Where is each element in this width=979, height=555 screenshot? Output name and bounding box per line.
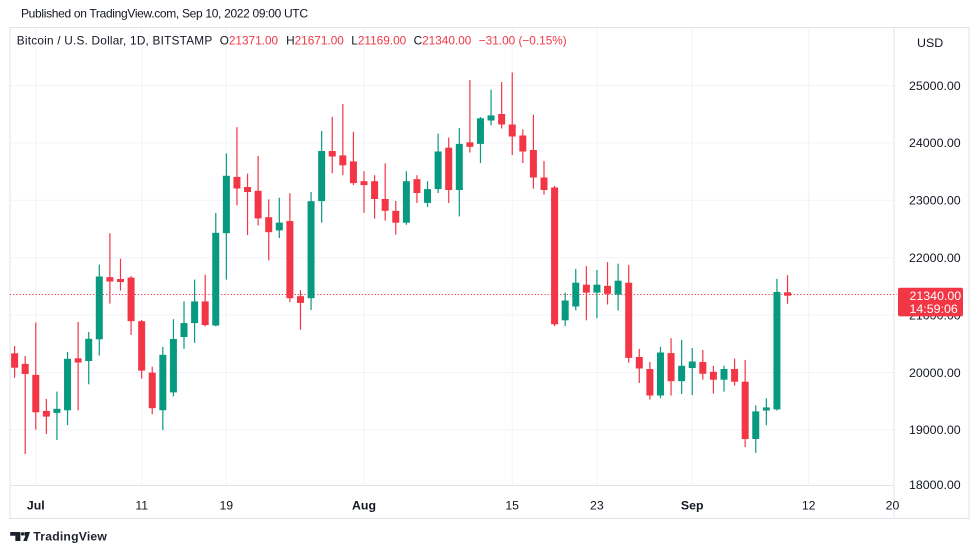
svg-text:14:59:06: 14:59:06 (910, 302, 958, 316)
svg-text:18000.00: 18000.00 (909, 478, 961, 492)
svg-text:19: 19 (219, 499, 233, 513)
svg-text:22000.00: 22000.00 (909, 251, 961, 265)
svg-text:25000.00: 25000.00 (909, 79, 961, 93)
svg-text:20000.00: 20000.00 (909, 366, 961, 380)
svg-text:Published on TradingView.com,: Published on TradingView.com, Sep 10, 20… (21, 7, 308, 21)
svg-text:Sep: Sep (681, 499, 704, 513)
svg-text:Bitcoin / U.S. Dollar, 1D, BIT: Bitcoin / U.S. Dollar, 1D, BITSTAMP O2137… (17, 33, 567, 47)
svg-text:12: 12 (802, 499, 816, 513)
svg-text:USD: USD (917, 36, 943, 50)
svg-text:23: 23 (590, 499, 604, 513)
svg-text:20: 20 (886, 499, 900, 513)
svg-text:TradingView: TradingView (33, 530, 107, 544)
svg-text:23000.00: 23000.00 (909, 194, 961, 208)
svg-text:19000.00: 19000.00 (909, 423, 961, 437)
svg-text:11: 11 (135, 499, 148, 513)
svg-text:24000.00: 24000.00 (909, 136, 961, 150)
svg-text:Jul: Jul (27, 499, 45, 513)
svg-text:Aug: Aug (352, 499, 376, 513)
svg-text:15: 15 (505, 499, 519, 513)
svg-text:21340.00: 21340.00 (910, 289, 962, 303)
